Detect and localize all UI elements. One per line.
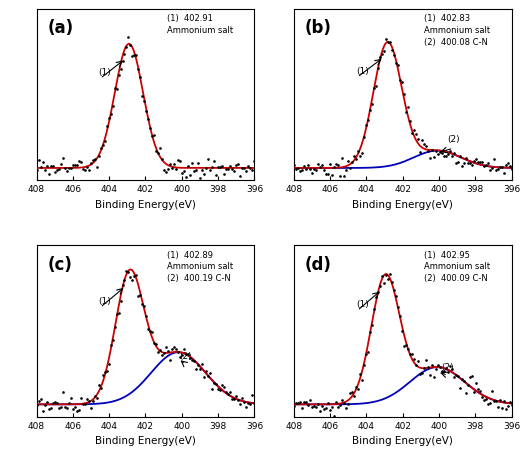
X-axis label: Binding Energy(eV): Binding Energy(eV)	[352, 200, 453, 210]
Text: (2): (2)	[442, 362, 454, 371]
Text: (b): (b)	[304, 19, 331, 37]
Text: (1)  402.83
Ammonium salt
(2)  400.08 C-N: (1) 402.83 Ammonium salt (2) 400.08 C-N	[424, 14, 491, 47]
Text: (2): (2)	[179, 352, 192, 361]
Text: (d): (d)	[304, 256, 331, 274]
Text: (c): (c)	[48, 256, 73, 274]
Text: (1): (1)	[356, 300, 369, 309]
Text: (1): (1)	[99, 297, 111, 306]
Text: (1)  402.91
Ammonium salt: (1) 402.91 Ammonium salt	[167, 14, 233, 35]
Text: (2): (2)	[447, 135, 460, 145]
Text: (1)  402.89
Ammonium salt
(2)  400.19 C-N: (1) 402.89 Ammonium salt (2) 400.19 C-N	[167, 251, 233, 283]
Text: (1): (1)	[99, 68, 111, 77]
Text: (1): (1)	[356, 67, 369, 76]
Text: (a): (a)	[48, 19, 74, 37]
Text: (1)  402.95
Ammonium salt
(2)  400.09 C-N: (1) 402.95 Ammonium salt (2) 400.09 C-N	[424, 251, 491, 283]
X-axis label: Binding Energy(eV): Binding Energy(eV)	[352, 436, 453, 446]
X-axis label: Binding Energy(eV): Binding Energy(eV)	[95, 200, 196, 210]
X-axis label: Binding Energy(eV): Binding Energy(eV)	[95, 436, 196, 446]
